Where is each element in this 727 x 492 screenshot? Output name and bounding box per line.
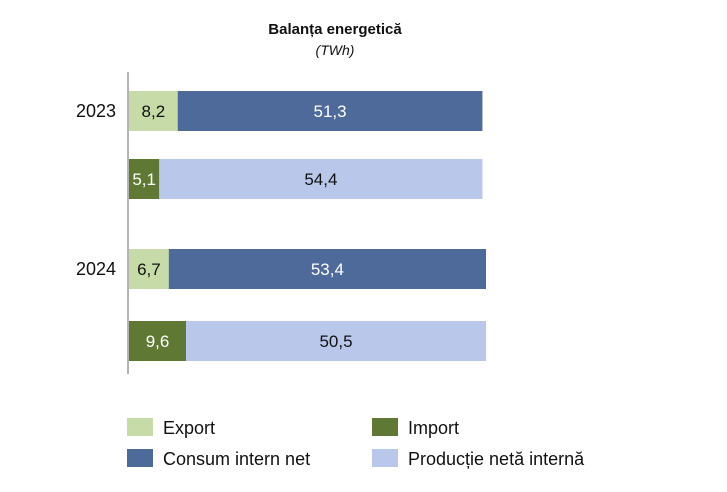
legend-swatch-consum-intern-net (127, 449, 153, 467)
bar-2023-export (129, 91, 178, 131)
legend-swatch-productie-neta-interna (372, 449, 398, 467)
data-label-2024-export: 6,7 (137, 260, 161, 279)
bar-2023-productie-neta-interna (159, 159, 483, 199)
category-labels: 2023 2024 (76, 101, 116, 279)
data-label-2023-export: 8,2 (142, 102, 166, 121)
bar-2024-export (129, 249, 169, 289)
legend-label-import: Import (408, 418, 459, 438)
legend-label-productie-neta-interna: Producție netă internă (408, 449, 585, 469)
bar-2023-consum-intern-net (177, 91, 483, 131)
legend-swatch-import (372, 418, 398, 436)
data-label-2024-productie-neta-interna: 50,5 (319, 332, 352, 351)
data-label-2023-productie-neta-interna: 54,4 (304, 170, 337, 189)
bar-2024-consum-intern-net (168, 249, 486, 289)
data-label-2023-import: 5,1 (132, 170, 156, 189)
chart-subtitle: (TWh) (316, 42, 355, 58)
data-label-2024-consum-intern-net: 53,4 (311, 260, 344, 279)
bar-2024-productie-neta-interna (186, 321, 486, 361)
legend-swatch-export (127, 418, 153, 436)
legend-label-export: Export (163, 418, 215, 438)
legend-label-consum-intern-net: Consum intern net (163, 449, 310, 469)
bars-group: 8,2 51,3 5,1 54,4 6,7 53,4 9,6 50,5 (129, 91, 486, 361)
bar-2024-import (129, 321, 187, 361)
data-label-2024-import: 9,6 (146, 332, 170, 351)
chart-title: Balanța energetică (268, 21, 402, 38)
data-label-2023-consum-intern-net: 51,3 (314, 102, 347, 121)
category-label-2023: 2023 (76, 101, 116, 121)
category-label-2024: 2024 (76, 259, 116, 279)
legend: Export Import Consum intern net Producție n… (127, 418, 585, 469)
bar-2023-import (129, 159, 160, 199)
